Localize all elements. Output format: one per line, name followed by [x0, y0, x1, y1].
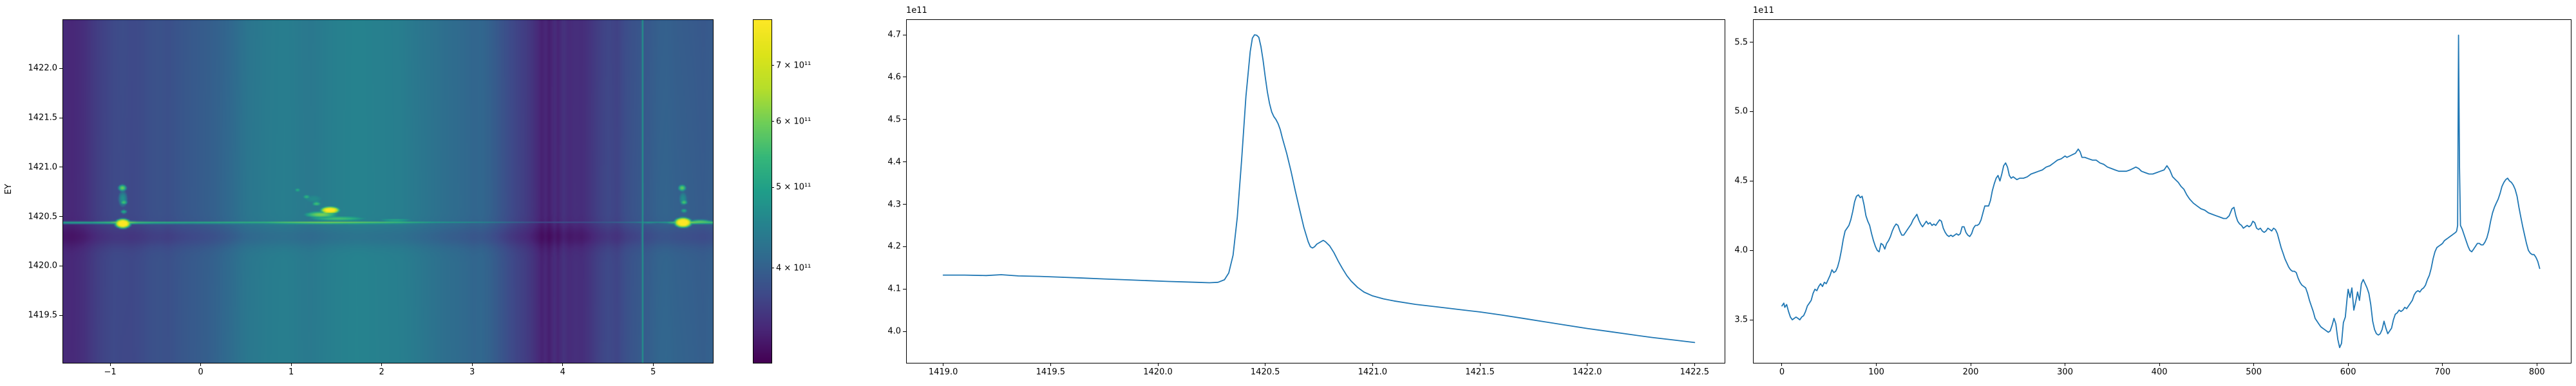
y-tick-label: 4.4 [887, 157, 901, 167]
colorbar: 4 × 10¹¹ 5 × 10¹¹ 6 × 10¹¹ 7 × 10¹¹ [753, 19, 811, 363]
spectrum-line-plot [942, 34, 1696, 344]
y-tick-label: 4.2 [887, 241, 901, 252]
heatmap-y-axis-label: EY [4, 183, 14, 195]
x-tick-label: 500 [2246, 367, 2262, 377]
y-tick-label: 1419.5 [28, 310, 58, 320]
y-tick-mark [59, 315, 62, 316]
x-tick-label: 1422.0 [1572, 367, 1602, 377]
colorbar-tick-mark [772, 65, 774, 66]
y-tick-label: 4.3 [887, 199, 901, 210]
x-tick-label: 0 [198, 367, 204, 377]
x-tick-mark [1479, 363, 1481, 366]
y-tick-label: 4.7 [887, 30, 901, 40]
x-tick-label: 400 [2151, 367, 2168, 377]
colorbar-tick-label: 5 × 10¹¹ [776, 182, 811, 192]
x-tick-label: 1421.0 [1358, 367, 1388, 377]
x-tick-label: 1420.5 [1250, 367, 1280, 377]
x-tick-label: 200 [1962, 367, 1979, 377]
x-tick-label: 1 [288, 367, 294, 377]
heatmap-image [63, 20, 713, 363]
x-tick-label: 300 [2057, 367, 2073, 377]
offset-label-spectrum: 1e11 [906, 6, 927, 15]
y-tick-mark [903, 204, 906, 205]
x-tick-label: 4 [560, 367, 565, 377]
heatmap-axes: −1 0 1 2 3 4 5 1419.5 1420.0 1420.5 1421.0 1421.5 14… [28, 19, 714, 376]
timeseries-line-axes: 0 100 200 300 400 500 600 700 800 3.5 4.0 4.5 5.0 5.5 [1734, 19, 2571, 376]
y-tick-mark [59, 68, 62, 69]
y-tick-label: 1422.0 [28, 63, 58, 73]
spectrum-line-axes: 1419.0 1419.5 1420.0 1420.5 1421.0 1421.5 1422… [887, 19, 1725, 376]
x-tick-mark [1875, 363, 1877, 366]
y-tick-label: 1420.5 [28, 212, 58, 222]
x-tick-mark [1157, 363, 1159, 366]
x-tick-mark [2347, 363, 2349, 366]
y-tick-label: 4.6 [887, 72, 901, 82]
y-tick-mark [59, 216, 62, 217]
x-tick-mark [562, 363, 564, 366]
x-tick-label: 1419.0 [928, 367, 958, 377]
x-tick-mark [1372, 363, 1373, 366]
data-line [1781, 34, 2541, 349]
x-tick-label: 1421.5 [1465, 367, 1495, 377]
x-tick-mark [109, 363, 111, 366]
x-tick-mark [1781, 363, 1783, 366]
y-tick-label: 1421.5 [28, 113, 58, 123]
x-tick-mark [2253, 363, 2255, 366]
x-tick-mark [2442, 363, 2443, 366]
y-tick-label: 1420.0 [28, 261, 58, 271]
timeseries-line-plot [1781, 34, 2541, 349]
x-tick-label: 0 [1779, 367, 1785, 377]
y-tick-label: 4.0 [887, 326, 901, 336]
x-tick-label: 5 [650, 367, 656, 377]
x-tick-label: 3 [469, 367, 475, 377]
colorbar-tick-mark [772, 187, 774, 188]
y-tick-label: 4.5 [1734, 176, 1748, 186]
x-tick-label: 1420.0 [1143, 367, 1173, 377]
colorbar-tick-label: 6 × 10¹¹ [776, 116, 811, 127]
x-tick-label: 2 [379, 367, 384, 377]
y-tick-label: 1421.0 [28, 162, 58, 172]
y-tick-mark [903, 119, 906, 120]
y-tick-mark [903, 246, 906, 247]
y-tick-label: 5.5 [1734, 37, 1748, 48]
x-tick-mark [200, 363, 202, 366]
x-tick-mark [1050, 363, 1051, 366]
y-tick-label: 3.5 [1734, 315, 1748, 325]
x-tick-mark [290, 363, 292, 366]
data-line [942, 34, 1696, 344]
y-tick-mark [903, 161, 906, 163]
x-tick-label: 1422.5 [1680, 367, 1710, 377]
x-tick-label: 700 [2434, 367, 2451, 377]
y-tick-label: 5.0 [1734, 106, 1748, 116]
x-tick-label: −1 [104, 367, 117, 377]
x-tick-mark [381, 363, 383, 366]
colorbar-gradient [753, 20, 772, 363]
x-tick-mark [471, 363, 473, 366]
y-tick-mark [1750, 111, 1753, 112]
x-tick-label: 100 [1868, 367, 1884, 377]
x-tick-label: 800 [2528, 367, 2545, 377]
colorbar-tick-label: 4 × 10¹¹ [776, 263, 811, 273]
x-tick-label: 600 [2340, 367, 2356, 377]
offset-label-timeseries: 1e11 [1753, 6, 1774, 15]
y-tick-mark [1750, 250, 1753, 251]
y-tick-label: 4.5 [887, 115, 901, 125]
y-tick-label: 4.1 [887, 284, 901, 294]
x-tick-mark [1694, 363, 1695, 366]
y-tick-mark [903, 288, 906, 290]
y-tick-label: 4.0 [1734, 245, 1748, 255]
x-tick-label: 1419.5 [1036, 367, 1066, 377]
x-tick-mark [652, 363, 654, 366]
colorbar-tick-label: 7 × 10¹¹ [776, 60, 811, 71]
y-tick-mark [903, 331, 906, 332]
x-tick-mark [2159, 363, 2160, 366]
colorbar-tick-mark [772, 121, 774, 122]
